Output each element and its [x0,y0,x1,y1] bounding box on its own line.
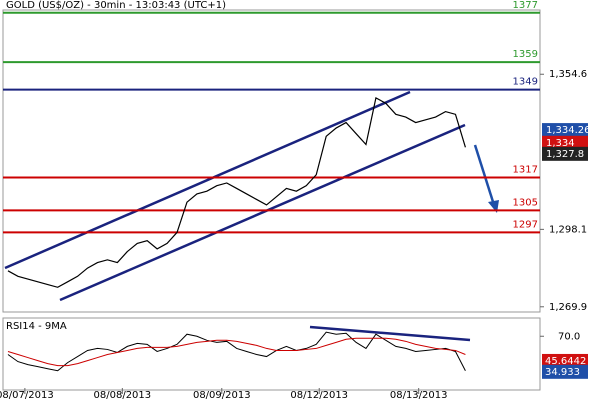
forecast-arrow [473,144,496,206]
price-tag-label: 1,327.8 [546,149,584,160]
rsi-frame [2,317,541,391]
level-label: 1377 [513,0,538,11]
rsi-tag [542,353,588,368]
chart-title: GOLD (US$/OZ) - 30min - 13:03:43 (UTC+1) [6,0,226,11]
channel-upper [4,90,411,270]
level-label: 1359 [513,49,538,60]
rsi-title: RSI14 - 9MA [6,321,67,332]
level-label: 1317 [513,164,538,175]
level-label: 1349 [513,77,538,88]
y-tick-label: 1,298.1 [549,224,587,235]
rsi-line [7,331,466,372]
price-tag [542,135,588,150]
price-tag [542,146,588,161]
price-frame [2,9,541,313]
price-line [7,96,466,288]
price-tag [542,123,588,138]
y-tick-label: 1,269.9 [549,302,587,313]
rsi-trend-line [309,325,471,342]
rsi-tag-label: 34.933 [545,367,580,378]
rsi-line [7,337,466,367]
x-tick-label: 08/07/2013 [0,390,54,400]
level-label: 1305 [513,197,538,208]
price-tag-label: 1,334.26 [546,125,590,136]
x-tick-label: 08/09/2013 [193,390,251,400]
rsi-tag [542,364,588,379]
channel-lower [59,123,466,302]
price-tag-label: 1,334 [546,138,575,149]
x-tick-label: 08/08/2013 [94,390,152,400]
level-label: 1297 [513,219,538,230]
x-tick-label: 08/13/2013 [390,390,448,400]
x-tick-label: 08/12/2013 [290,390,348,400]
rsi-tick-label: 70.0 [558,331,580,342]
y-tick-label: 1,354.6 [549,69,587,80]
rsi-tag-label: 45.6442 [545,356,586,367]
